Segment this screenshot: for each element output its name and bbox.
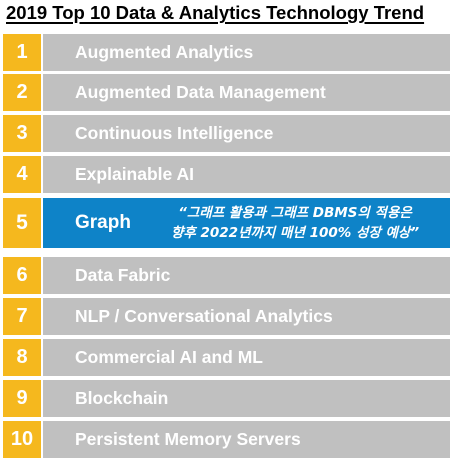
rank-badge: 9 (3, 380, 41, 417)
rank-badge: 10 (3, 421, 41, 458)
rank-badge: 4 (3, 156, 41, 193)
quote-line-2: 향후 2022년까지 매년 100% 성장 예상” (170, 225, 420, 241)
trend-item-7: 7 NLP / Conversational Analytics (3, 298, 450, 335)
rank-badge: 6 (3, 257, 41, 294)
trend-label: Explainable AI (75, 164, 194, 184)
trend-bar: Persistent Memory Servers (43, 421, 450, 458)
trend-item-5: 5 Graph “그래프 활용과 그래프 DBMS의 적용은 향후 2022년까… (3, 198, 450, 248)
trend-quote: “그래프 활용과 그래프 DBMS의 적용은 향후 2022년까지 매년 100… (145, 203, 445, 243)
trend-item-10: 10 Persistent Memory Servers (3, 421, 450, 458)
rank-badge: 2 (3, 74, 41, 111)
rank-badge: 8 (3, 339, 41, 376)
trend-label: Augmented Data Management (75, 82, 326, 102)
trend-label: Data Fabric (75, 265, 171, 285)
trend-bar: Augmented Data Management (43, 74, 450, 111)
trend-bar: Blockchain (43, 380, 450, 417)
rank-badge: 3 (3, 115, 41, 152)
trend-item-2: 2 Augmented Data Management (3, 74, 450, 111)
trend-label: Persistent Memory Servers (75, 429, 301, 449)
trend-item-9: 9 Blockchain (3, 380, 450, 417)
trend-bar: Continuous Intelligence (43, 115, 450, 152)
trend-label: NLP / Conversational Analytics (75, 306, 333, 326)
trend-item-1: 1 Augmented Analytics (3, 34, 450, 71)
trend-item-8: 8 Commercial AI and ML (3, 339, 450, 376)
rank-badge: 1 (3, 34, 41, 71)
trend-bar: NLP / Conversational Analytics (43, 298, 450, 335)
trend-item-6: 6 Data Fabric (3, 257, 450, 294)
trend-bar: Data Fabric (43, 257, 450, 294)
trend-item-3: 3 Continuous Intelligence (3, 115, 450, 152)
page-title: 2019 Top 10 Data & Analytics Technology … (6, 2, 425, 23)
rank-badge: 7 (3, 298, 41, 335)
trend-label: Graph (75, 212, 131, 233)
trend-label: Commercial AI and ML (75, 347, 263, 367)
trend-bar: Augmented Analytics (43, 34, 450, 71)
quote-line-1: “그래프 활용과 그래프 DBMS의 적용은 (178, 205, 412, 221)
trend-bar: Commercial AI and ML (43, 339, 450, 376)
trend-bar: Explainable AI (43, 156, 450, 193)
trend-label: Continuous Intelligence (75, 123, 274, 143)
trend-label: Blockchain (75, 388, 169, 408)
trend-bar-highlight: Graph “그래프 활용과 그래프 DBMS의 적용은 향후 2022년까지 … (43, 198, 450, 248)
trend-label: Augmented Analytics (75, 42, 254, 62)
trend-item-4: 4 Explainable AI (3, 156, 450, 193)
rank-badge: 5 (3, 198, 41, 248)
